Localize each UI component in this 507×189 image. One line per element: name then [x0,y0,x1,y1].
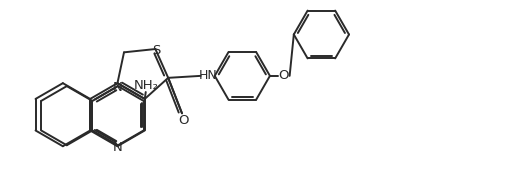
Text: NH₂: NH₂ [134,79,159,92]
Text: O: O [178,114,189,127]
Text: N: N [113,81,123,94]
Text: N: N [113,141,122,154]
Text: S: S [152,43,161,57]
Text: O: O [278,69,289,82]
Text: HN: HN [199,69,218,82]
